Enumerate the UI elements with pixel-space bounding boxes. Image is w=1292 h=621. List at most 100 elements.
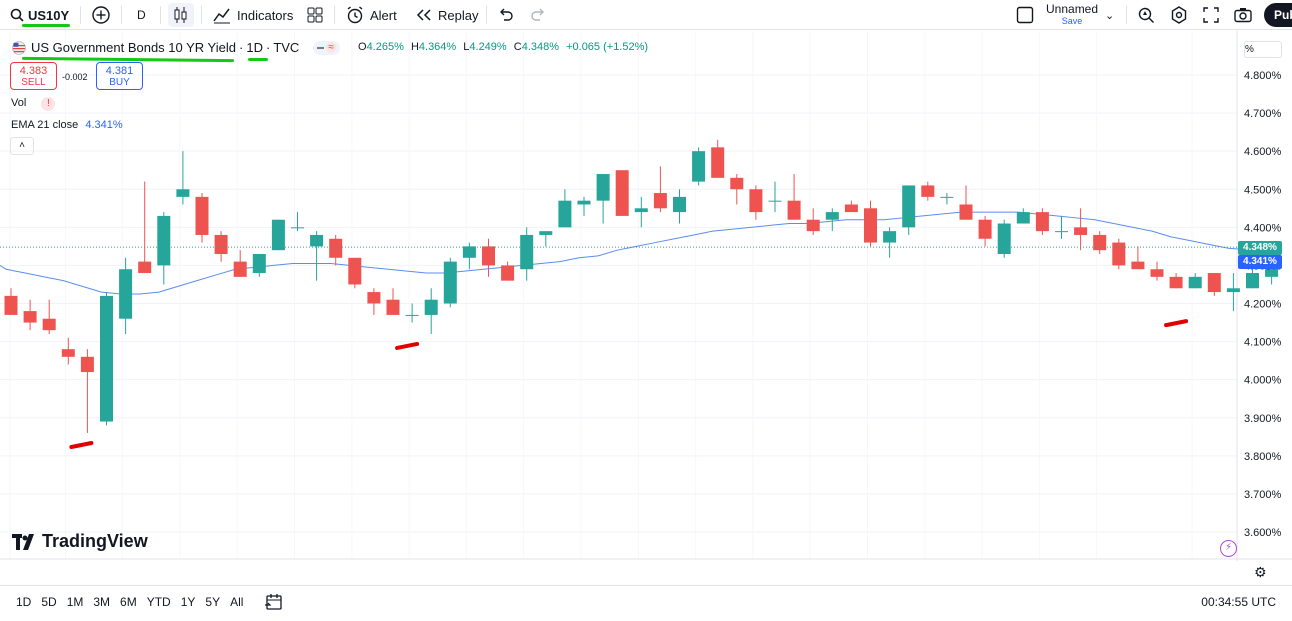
ohlc-values: O4.265% H4.364% L4.249% C4.348% +0.065 (… — [358, 41, 648, 53]
chart-type-button[interactable] — [168, 3, 194, 27]
redo-button[interactable] — [530, 0, 546, 30]
candle-body — [424, 299, 438, 315]
snapshot-button[interactable] — [1234, 0, 1252, 30]
go-to-date-button[interactable] — [265, 593, 283, 611]
volume-indicator[interactable]: Vol ! — [11, 97, 56, 111]
candle — [1131, 246, 1145, 270]
candle-body — [195, 196, 209, 235]
candle-body — [844, 204, 858, 213]
calendar-icon — [265, 593, 283, 610]
candle-body — [23, 311, 37, 323]
open-label: O — [358, 41, 367, 53]
candle — [558, 189, 572, 228]
candle — [692, 147, 706, 186]
collapse-legend-button[interactable]: ˄ — [10, 137, 34, 155]
gear-icon — [1171, 6, 1187, 24]
undo-icon — [500, 8, 513, 21]
candle-body — [787, 200, 801, 220]
chart-legend: US Government Bonds 10 YR Yield · 1D · T… — [12, 40, 340, 55]
low-value: 4.249% — [469, 41, 507, 53]
layout-box-icon — [1016, 6, 1034, 24]
fullscreen-button[interactable] — [1203, 0, 1219, 30]
range-button-1d[interactable]: 1D — [16, 594, 32, 609]
sell-button[interactable]: 4.383 SELL — [10, 62, 57, 90]
buy-price: 4.381 — [105, 65, 134, 77]
indicators-button[interactable]: Indicators — [213, 0, 293, 30]
candle-body — [176, 189, 190, 197]
top-toolbar: US10Y D Indicators Alert Replay Unnamed … — [0, 0, 1292, 30]
candle — [1035, 208, 1049, 235]
y-tick-label: 4.600% — [1244, 146, 1282, 158]
layout-checkbox[interactable] — [1016, 0, 1034, 30]
range-buttons: 1D 5D 1M 3M 6M YTD 1Y 5Y All — [6, 595, 243, 609]
layouts-button[interactable] — [307, 0, 323, 30]
ema-indicator[interactable]: EMA 21 close 4.341% — [11, 119, 123, 131]
red-low-marker — [395, 341, 420, 350]
layout-name-button[interactable]: Unnamed Save — [1046, 0, 1098, 30]
candle-body — [921, 185, 935, 197]
quick-search-button[interactable] — [1137, 0, 1155, 30]
price-scale-unit[interactable]: % — [1244, 41, 1282, 58]
candle-body — [596, 174, 610, 201]
alert-button[interactable]: Alert — [346, 0, 397, 30]
candle-body — [233, 261, 247, 277]
candle-body — [42, 318, 56, 331]
candle — [42, 299, 56, 334]
candle-body — [462, 246, 476, 258]
candle-body — [291, 227, 304, 229]
symbol-name: US10Y — [28, 7, 70, 23]
range-button-6m[interactable]: 6M — [120, 594, 137, 609]
quick-search-icon — [1138, 7, 1154, 23]
compare-button[interactable] — [91, 0, 111, 30]
range-button-3m[interactable]: 3M — [93, 594, 111, 609]
range-button-1y[interactable]: 1Y — [180, 594, 196, 609]
interval-button[interactable]: D — [137, 8, 146, 22]
candle-body — [1169, 276, 1183, 289]
range-button-all[interactable]: All — [230, 594, 244, 609]
symbol-search[interactable]: US10Y — [10, 0, 69, 30]
candle — [252, 253, 266, 277]
ema-label: EMA 21 close — [11, 119, 79, 131]
tradingview-logo[interactable]: TradingView — [12, 531, 148, 552]
range-button-5d[interactable]: 5D — [41, 594, 57, 609]
range-button-ytd[interactable]: YTD — [146, 594, 171, 609]
candle — [634, 196, 648, 228]
candle — [119, 257, 133, 334]
layout-menu-button[interactable]: ⌄ — [1105, 0, 1114, 30]
publish-button[interactable]: Pub — [1264, 3, 1292, 27]
y-tick-label: 3.700% — [1244, 489, 1282, 501]
candle-body — [692, 151, 706, 182]
candle-body — [119, 269, 133, 319]
fullscreen-icon — [1203, 7, 1219, 23]
price-chart[interactable]: 4.800%4.700%4.600%4.500%4.400%4.300%4.20… — [0, 31, 1292, 561]
ema-line — [0, 211, 1267, 295]
divider — [201, 6, 202, 24]
lightning-icon[interactable]: ⚡ — [1220, 540, 1237, 557]
add-symbol-icon — [92, 6, 110, 24]
candle — [978, 215, 992, 247]
green-underline-interval — [248, 58, 268, 61]
y-tick-label: 4.400% — [1244, 222, 1282, 234]
candle-body — [749, 189, 763, 213]
candle — [864, 200, 877, 247]
red-low-marker — [69, 440, 94, 449]
market-status[interactable]: ≈ — [313, 40, 340, 55]
time-axis-settings-icon[interactable]: ⚙ — [1254, 564, 1267, 580]
layout-name: Unnamed — [1046, 2, 1099, 16]
candle — [1074, 208, 1088, 251]
undo-button[interactable] — [498, 0, 514, 30]
utc-clock[interactable]: 00:34:55 UTC — [1201, 595, 1276, 609]
candle — [405, 303, 419, 323]
chart-area[interactable]: 4.800%4.700%4.600%4.500%4.400%4.300%4.20… — [0, 31, 1292, 580]
replay-button[interactable]: Replay — [416, 0, 478, 30]
buy-button[interactable]: 4.381 BUY — [96, 62, 143, 90]
candle — [902, 185, 916, 235]
settings-button[interactable] — [1170, 0, 1188, 30]
range-button-5y[interactable]: 5Y — [205, 594, 221, 609]
candle-body — [271, 219, 285, 251]
candle — [1112, 238, 1126, 270]
us-flag-icon — [12, 40, 26, 55]
y-tick-label: 3.600% — [1244, 527, 1282, 539]
warning-icon[interactable]: ! — [41, 97, 56, 111]
range-button-1m[interactable]: 1M — [66, 594, 84, 609]
